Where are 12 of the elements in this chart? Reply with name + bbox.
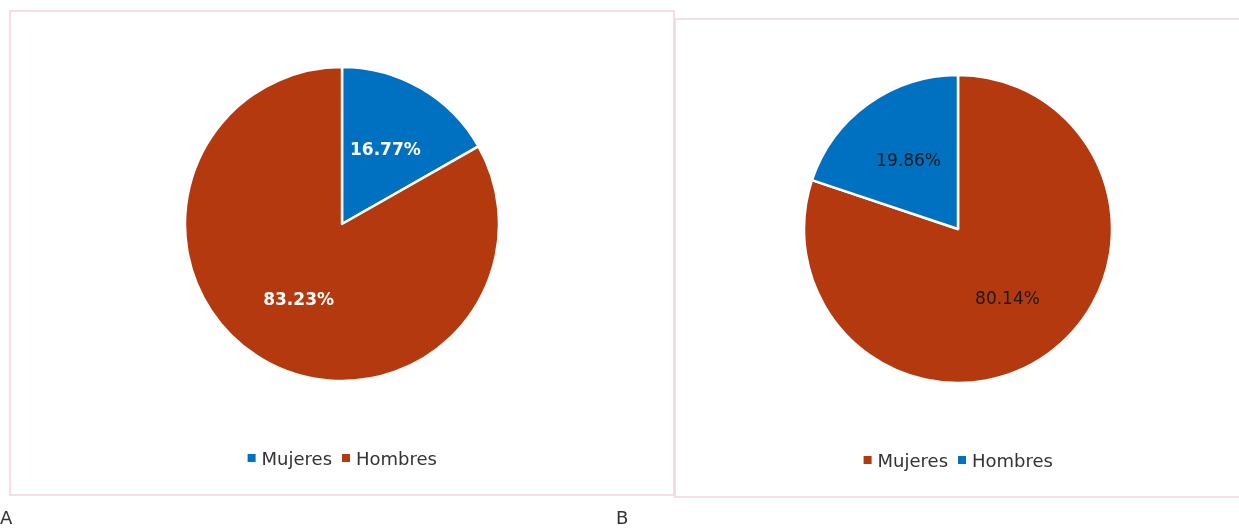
data-label: 83.23% [263, 288, 334, 309]
text: B [616, 507, 629, 528]
legend-label: Hombres [972, 450, 1053, 472]
data-label: 19.86% [876, 150, 941, 171]
legend-label: Mujeres [877, 450, 949, 472]
legend-label: Hombres [356, 448, 437, 470]
legend-label: Mujeres [261, 448, 333, 470]
pie-slice [803, 73, 1114, 385]
data-label: 80.14% [975, 287, 1040, 308]
data-label: 16.77% [350, 139, 421, 160]
text: A [0, 507, 13, 528]
pie-slice [183, 65, 501, 383]
